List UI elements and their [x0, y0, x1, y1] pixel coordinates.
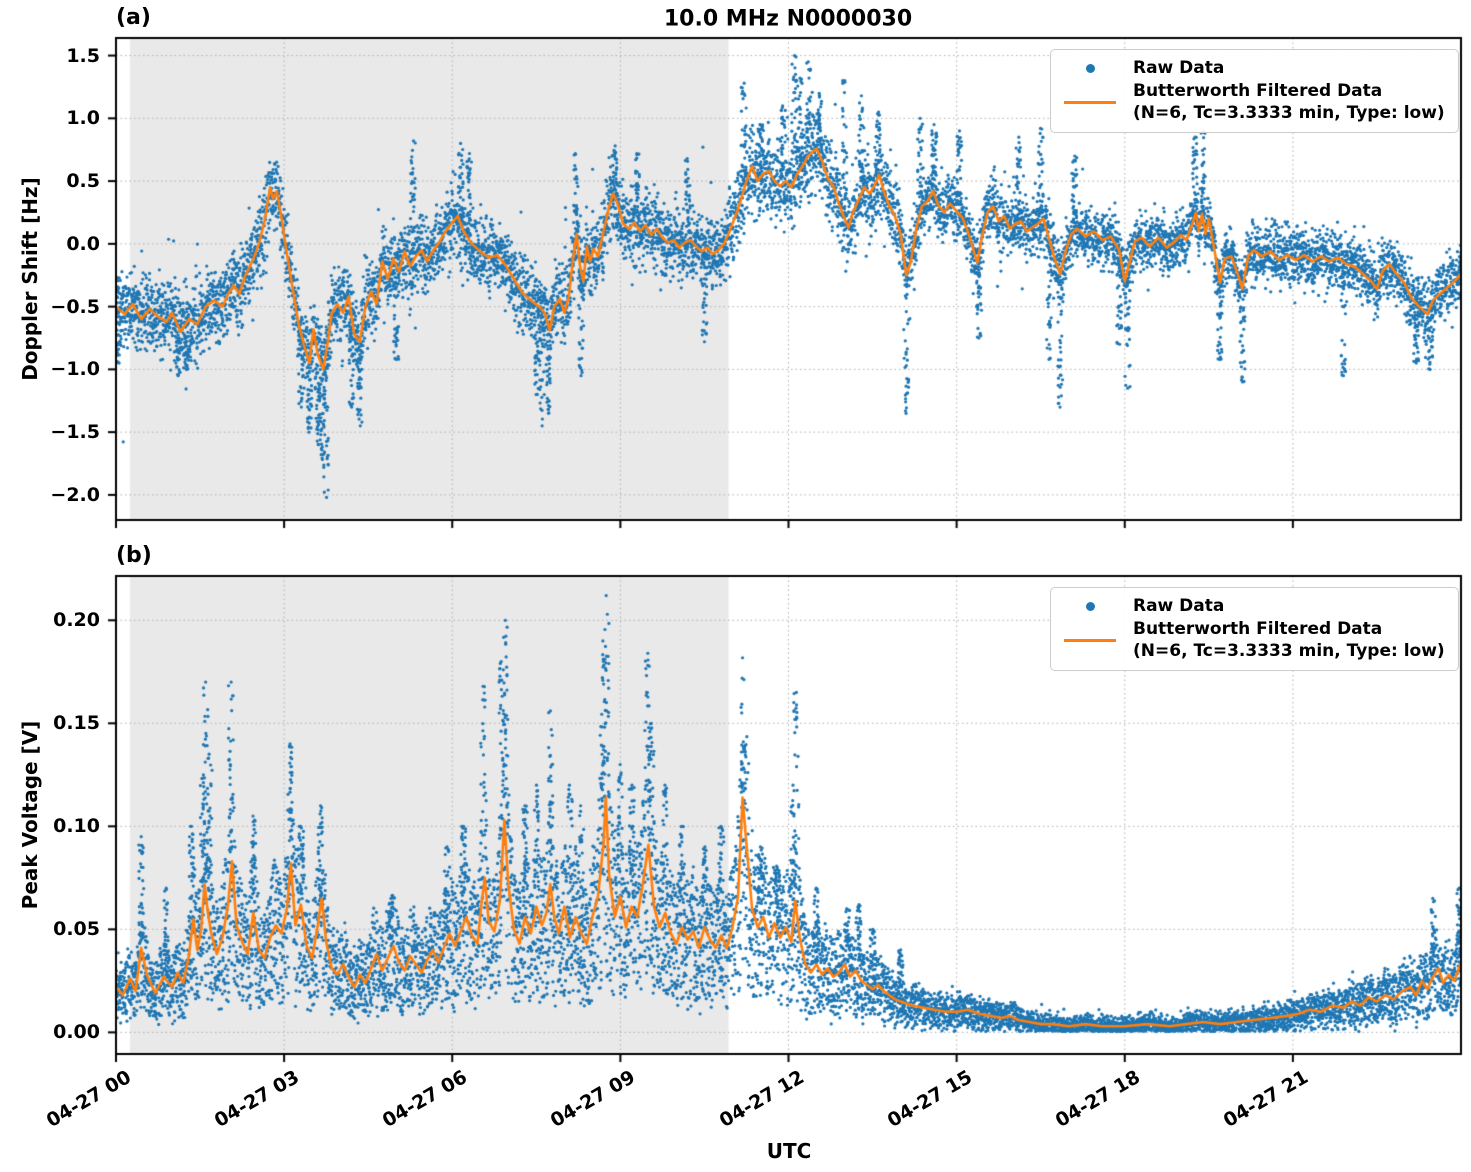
panel-a-tag: (a)	[116, 5, 151, 30]
legend-row-filtered: Butterworth Filtered Data (N=6, Tc=3.3333…	[1061, 619, 1448, 662]
panel-b-tag: (b)	[116, 543, 152, 568]
legend-row-filtered: Butterworth Filtered Data (N=6, Tc=3.3333…	[1061, 81, 1448, 124]
x-axis-label: UTC	[766, 1139, 812, 1163]
raw-dot-icon	[1085, 64, 1095, 74]
legend-panel-a: Raw Data Butterworth Filtered Data (N=6, …	[1050, 49, 1459, 133]
y-tick-label-b: 0.00	[53, 1021, 100, 1044]
legend-panel-b: Raw Data Butterworth Filtered Data (N=6, …	[1050, 587, 1459, 671]
filtered-line-icon	[1064, 638, 1116, 643]
chart-title: 10.0 MHz N0000030	[663, 6, 913, 32]
legend-row-raw: Raw Data	[1061, 58, 1448, 79]
filtered-line-marker	[1061, 100, 1119, 105]
y-tick-label-b: 0.15	[53, 712, 100, 735]
legend-row-raw: Raw Data	[1061, 596, 1448, 617]
legend-filtered-label: Butterworth Filtered Data (N=6, Tc=3.3333…	[1133, 81, 1445, 123]
legend-filtered-label: Butterworth Filtered Data (N=6, Tc=3.3333…	[1133, 619, 1445, 661]
panel-a-ylabel: Doppler Shift [Hz]	[18, 177, 42, 381]
y-tick-label-a: 1.0	[66, 107, 100, 130]
filtered-line-marker	[1061, 638, 1119, 643]
y-tick-label-b: 0.10	[53, 815, 100, 838]
y-tick-label-a: 1.5	[66, 44, 100, 67]
raw-data-marker	[1061, 64, 1119, 74]
y-tick-label-a: −1.5	[50, 421, 100, 444]
legend-raw-label: Raw Data	[1133, 58, 1225, 78]
y-tick-label-b: 0.20	[53, 609, 100, 632]
raw-data-marker	[1061, 602, 1119, 612]
legend-raw-label: Raw Data	[1133, 596, 1225, 616]
raw-dot-icon	[1085, 602, 1095, 612]
filtered-line-icon	[1064, 100, 1116, 105]
y-tick-label-a: −0.5	[50, 295, 100, 318]
panel-b-ylabel: Peak Voltage [V]	[18, 720, 42, 910]
y-tick-label-a: 0.0	[66, 232, 100, 255]
y-tick-label-b: 0.05	[53, 918, 100, 941]
y-tick-label-a: 0.5	[66, 170, 100, 193]
y-tick-label-a: −1.0	[50, 358, 100, 381]
y-tick-label-a: −2.0	[50, 483, 100, 506]
